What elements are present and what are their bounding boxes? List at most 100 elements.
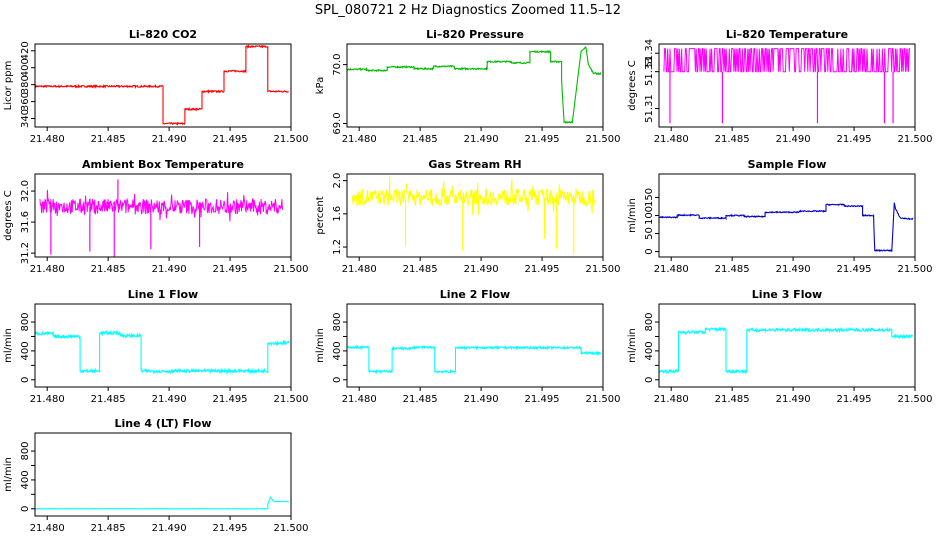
y-tick-label: 380	[20, 75, 31, 94]
x-tick-label: 21.495	[525, 264, 560, 275]
x-tick-label: 21.480	[30, 523, 65, 534]
y-axis-label: ml/min	[627, 198, 638, 233]
panel-sample: Sample Flow ml/min 21.480 21.485 21.490 21.49…	[627, 158, 933, 275]
y-tick-label: 70.0	[332, 53, 343, 75]
y-tick-label: 51.34	[644, 39, 655, 68]
x-tick-label: 21.495	[525, 134, 560, 145]
x-tick-label: 21.490	[152, 134, 187, 145]
plot-frame	[346, 43, 604, 128]
x-tick-label: 21.490	[464, 134, 499, 145]
y-tick-label: 150	[644, 188, 655, 207]
y-tick-label: 800	[644, 312, 655, 331]
y-axis-label: ml/min	[3, 328, 14, 363]
y-tick-label: 800	[332, 312, 343, 331]
y-tick-label: 50	[644, 227, 655, 240]
data-series	[34, 43, 289, 126]
series-line	[34, 495, 290, 510]
x-tick-label: 21.500	[274, 134, 309, 145]
panel-title: Line 1 Flow	[128, 288, 198, 301]
series-line	[663, 48, 911, 73]
panel-title: Sample Flow	[748, 158, 827, 171]
series-line	[351, 179, 595, 215]
series-line	[346, 344, 602, 375]
x-tick-label: 21.500	[586, 394, 621, 405]
panel-rh: Gas Stream RH percent 21.480 21.485 21.490 21…	[315, 158, 621, 275]
y-tick-label: 360	[20, 92, 31, 111]
x-tick-label: 21.495	[837, 264, 872, 275]
x-tick-label: 21.495	[837, 134, 872, 145]
data-series	[351, 176, 595, 254]
panel-title: Li–820 CO2	[129, 28, 197, 41]
x-tick-label: 21.480	[654, 264, 689, 275]
x-tick-label: 21.495	[525, 394, 560, 405]
y-tick-label: 0	[332, 377, 343, 383]
x-tick-label: 21.485	[715, 264, 750, 275]
y-tick-label: 1.6	[332, 206, 343, 222]
x-tick-label: 21.490	[152, 394, 187, 405]
data-series	[658, 326, 914, 375]
panel-line2: Line 2 Flow ml/min 21.480 21.485 21.490 21.49…	[315, 288, 621, 405]
x-tick-label: 21.485	[403, 264, 438, 275]
plot-frame	[34, 303, 292, 388]
y-tick-label: 340	[20, 109, 31, 128]
x-tick-label: 21.500	[274, 264, 309, 275]
y-tick-label: 400	[20, 470, 31, 489]
x-tick-label: 21.500	[586, 134, 621, 145]
x-tick-label: 21.500	[898, 134, 933, 145]
x-tick-label: 21.495	[213, 394, 248, 405]
x-tick-label: 21.500	[274, 394, 309, 405]
plot-frame	[34, 173, 292, 258]
x-tick-label: 21.500	[898, 394, 933, 405]
x-tick-label: 21.480	[30, 134, 65, 145]
y-axis-label: percent	[315, 196, 326, 234]
y-tick-label: 420	[20, 41, 31, 60]
data-series	[346, 46, 602, 125]
y-tick-label: 400	[332, 341, 343, 360]
y-tick-label: 2.0	[332, 173, 343, 189]
panel-title: Line 2 Flow	[440, 288, 510, 301]
panel-title: Line 4 (LT) Flow	[115, 417, 212, 430]
panel-ambient: Ambient Box Temperature degrees C 21.480 21…	[3, 158, 309, 275]
data-series	[658, 202, 914, 253]
x-tick-label: 21.485	[91, 523, 126, 534]
x-tick-label: 21.495	[213, 264, 248, 275]
series-line	[39, 189, 283, 222]
x-tick-label: 21.485	[715, 394, 750, 405]
y-tick-label: 0	[20, 506, 31, 512]
x-tick-label: 21.500	[274, 523, 309, 534]
plot-frame	[34, 432, 292, 517]
x-tick-label: 21.480	[342, 264, 377, 275]
x-tick-label: 21.490	[776, 134, 811, 145]
series-line	[346, 46, 602, 125]
x-tick-label: 21.480	[654, 394, 689, 405]
x-tick-label: 21.500	[898, 264, 933, 275]
y-tick-label: 400	[20, 58, 31, 77]
y-tick-label: 31.2	[20, 242, 31, 264]
y-axis-label: Licor ppm	[3, 61, 14, 111]
plot-frame	[34, 43, 292, 128]
y-axis-label: kPa	[315, 77, 326, 95]
y-axis-label: degrees C	[3, 190, 14, 240]
y-axis-label: ml/min	[3, 457, 14, 492]
x-tick-label: 21.480	[30, 264, 65, 275]
data-series	[346, 344, 602, 375]
x-tick-label: 21.485	[403, 394, 438, 405]
y-tick-label: 1.2	[332, 239, 343, 255]
figure-title: SPL_080721 2 Hz Diagnostics Zoomed 11.5–…	[315, 3, 621, 18]
x-tick-label: 21.490	[776, 264, 811, 275]
y-axis-label: ml/min	[315, 328, 326, 363]
y-tick-label: 400	[644, 341, 655, 360]
panel-pressure: Li–820 Pressure kPa 21.480 21.485 21.490 21.4…	[315, 28, 621, 145]
x-tick-label: 21.485	[403, 134, 438, 145]
x-tick-label: 21.480	[30, 394, 65, 405]
y-tick-label: 0	[644, 377, 655, 383]
y-axis-label: degrees C	[627, 60, 638, 110]
panel-co2: Li–820 CO2 Licor ppm 21.480 21.485 21.490 21.…	[3, 28, 309, 145]
x-tick-label: 21.495	[213, 134, 248, 145]
panel-title: Ambient Box Temperature	[82, 158, 244, 171]
plot-frame	[346, 173, 604, 258]
panel-title: Gas Stream RH	[428, 158, 521, 171]
data-series	[34, 329, 290, 375]
x-tick-label: 21.490	[152, 523, 187, 534]
